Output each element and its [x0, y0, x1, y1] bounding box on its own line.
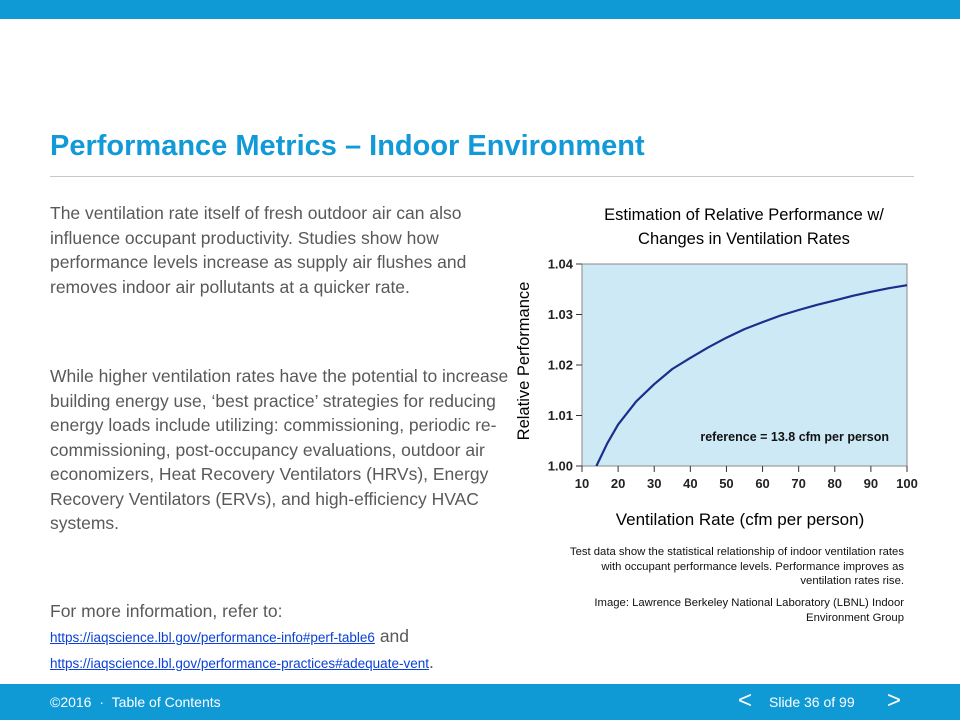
more-info-block: For more information, refer to: https://…	[50, 599, 510, 676]
table-of-contents-link[interactable]: Table of Contents	[111, 694, 221, 710]
top-accent-bar	[0, 0, 960, 19]
x-tick-label: 20	[611, 476, 625, 491]
x-tick-label: 70	[791, 476, 805, 491]
link-performance-practices[interactable]: https://iaqscience.lbl.gov/performance-p…	[50, 656, 429, 671]
y-tick-label: 1.00	[548, 459, 573, 474]
x-tick-label: 60	[755, 476, 769, 491]
page-title: Performance Metrics – Indoor Environment	[50, 130, 645, 162]
chart-title-line2: Changes in Ventilation Rates	[638, 230, 850, 248]
and-text: and	[379, 626, 410, 646]
performance-curve	[595, 284, 908, 467]
chart-title-line1: Estimation of Relative Performance w/	[604, 206, 884, 224]
y-tick-label: 1.03	[548, 307, 573, 322]
x-tick-label: 40	[683, 476, 697, 491]
link-performance-info[interactable]: https://iaqscience.lbl.gov/performance-i…	[50, 630, 375, 645]
chart-title: Estimation of Relative Performance w/ Ch…	[575, 203, 913, 251]
chart-caption: Test data show the statistical relations…	[569, 546, 904, 588]
y-tick-label: 1.04	[548, 257, 574, 272]
chart-y-axis-label: Relative Performance	[515, 282, 533, 441]
x-tick-label: 80	[828, 476, 842, 491]
footer-left: ©2016 · Table of Contents	[50, 694, 221, 710]
paragraph-best-practices: While higher ventilation rates have the …	[50, 366, 509, 533]
x-tick-label: 10	[575, 476, 589, 491]
x-tick-label: 30	[647, 476, 661, 491]
chart-x-axis-label: Ventilation Rate (cfm per person)	[615, 510, 865, 529]
plot-area	[581, 263, 908, 467]
copyright-text: ©2016	[50, 694, 92, 710]
next-slide-icon[interactable]: >	[887, 687, 902, 714]
ventilation-performance-chart: 1.00 1.01 1.02 1.03 1.04 10 20 30 40 50 60 70 80 90 10…	[515, 257, 918, 492]
more-info-label: For more information, refer to:	[50, 601, 283, 621]
x-tick-label: 90	[864, 476, 878, 491]
slide-counter: Slide 36 of 99	[769, 694, 855, 710]
reference-annotation: reference = 13.8 cfm per person	[700, 430, 889, 444]
period-text: .	[428, 652, 434, 672]
x-tick-label: 50	[719, 476, 733, 491]
paragraph-ventilation: The ventilation rate itself of fresh out…	[50, 203, 467, 297]
footer-separator: ·	[99, 694, 105, 710]
image-credit: Image: Lawrence Berkeley National Labora…	[594, 597, 904, 624]
title-divider	[50, 176, 914, 177]
y-tick-label: 1.02	[548, 358, 573, 373]
x-tick-label: 100	[896, 476, 918, 491]
prev-slide-icon[interactable]: <	[738, 687, 753, 714]
footer-bar: ©2016 · Table of Contents < Slide 36 of …	[0, 684, 960, 720]
y-tick-label: 1.01	[548, 408, 573, 423]
